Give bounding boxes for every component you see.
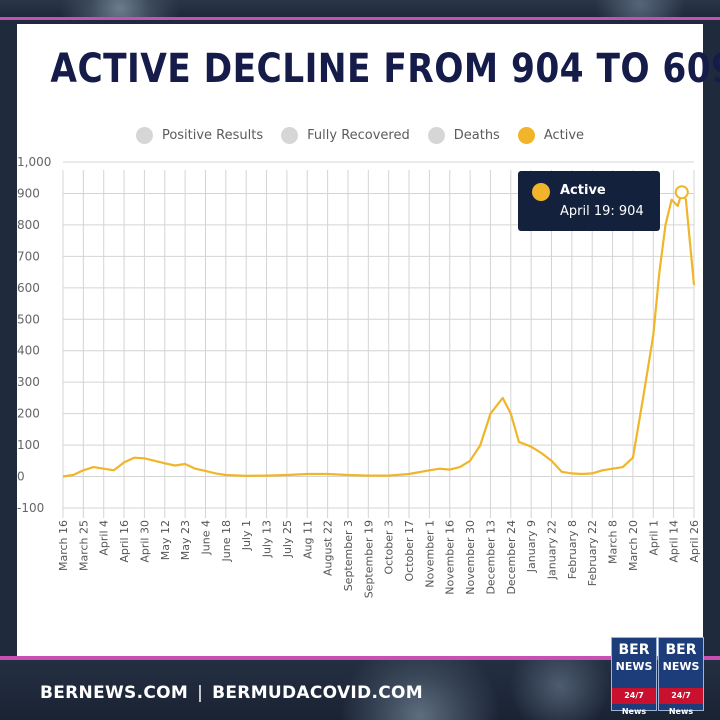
chart-legend: Positive Results Fully Recovered Deaths … [0, 127, 720, 144]
logo-line2: NEWS [615, 660, 653, 673]
bernews-logo: BER NEWS 24/7 News [658, 637, 704, 716]
bottom-banner [0, 656, 720, 720]
x-tick-label: April 30 [138, 520, 151, 563]
series-line-active [62, 191, 696, 478]
bernews-logo: BER NEWS 24/7 News [611, 637, 657, 716]
legend-label: Positive Results [161, 128, 264, 143]
x-tick-label: November 16 [444, 520, 457, 595]
x-tick-label: December 13 [484, 520, 497, 595]
x-tick-label: May 12 [159, 520, 172, 560]
y-tick-label: 800 [17, 218, 40, 232]
x-tick-label: March 25 [77, 520, 90, 571]
x-tick-label: May 23 [179, 520, 192, 560]
x-tick-label: March 8 [607, 520, 620, 564]
x-tick-label: September 19 [362, 520, 375, 598]
x-tick-label: October 17 [403, 520, 416, 582]
x-tick-label: April 14 [668, 520, 681, 563]
x-tick-label: April 16 [118, 520, 131, 563]
x-tick-label: July 25 [281, 520, 294, 558]
page-title: ACTIVE DECLINE FROM 904 TO 609 [50, 46, 720, 92]
y-tick-label: -100 [17, 501, 44, 515]
legend-item-deaths[interactable]: Deaths [427, 127, 500, 144]
x-tick-label: August 22 [322, 520, 335, 576]
x-tick-label: October 3 [383, 520, 396, 575]
chart-tooltip: Active April 19: 904 [518, 171, 660, 231]
logo-line1: BER [665, 642, 697, 658]
footer-separator: | [197, 683, 204, 703]
chart-panel [17, 24, 703, 656]
y-tick-label: 300 [17, 375, 40, 389]
y-tick-label: 700 [17, 249, 40, 263]
y-tick-label: 200 [17, 407, 40, 421]
x-tick-label: December 24 [505, 520, 518, 595]
x-tick-label: February 22 [586, 520, 599, 586]
x-tick-label: April 1 [647, 520, 660, 556]
legend-item-active[interactable]: Active [517, 127, 585, 144]
y-tick-label: 100 [17, 438, 40, 452]
logo-tagline: 24/7 News [659, 688, 703, 716]
x-tick-label: April 4 [98, 520, 111, 556]
x-tick-label: January 9 [525, 520, 538, 573]
tooltip-value: April 19: 904 [560, 204, 644, 219]
x-tick-label: July 13 [261, 520, 274, 558]
legend-label: Deaths [453, 128, 500, 143]
tooltip-series-name: Active [560, 183, 606, 198]
x-tick-label: Aug 11 [301, 520, 314, 559]
legend-dot [517, 127, 535, 144]
footer-site-bernews[interactable]: BERNEWS.COM [40, 683, 189, 703]
y-tick-label: 1,000 [17, 155, 51, 169]
highlight-point [674, 185, 689, 200]
legend-dot [135, 127, 153, 144]
logo-tagline: 24/7 News [612, 688, 656, 716]
x-tick-label: March 16 [57, 520, 70, 571]
y-tick-label: 0 [17, 470, 25, 484]
legend-label: Fully Recovered [307, 128, 410, 143]
legend-item-positive-results[interactable]: Positive Results [135, 127, 264, 144]
x-tick-label: January 22 [546, 520, 559, 580]
x-tick-label: June 4 [199, 520, 212, 555]
footer-site-bermudacovid[interactable]: BERMUDACOVID.COM [212, 683, 423, 703]
x-tick-label: April 26 [688, 520, 701, 563]
y-tick-label: 500 [17, 312, 40, 326]
y-tick-label: 400 [17, 344, 40, 358]
logo-line2: NEWS [662, 660, 700, 673]
logo-line1: BER [618, 642, 650, 658]
x-tick-label: November 1 [423, 520, 436, 588]
legend-item-fully-recovered[interactable]: Fully Recovered [281, 127, 410, 144]
tooltip-series-dot [532, 183, 550, 201]
legend-label: Active [543, 128, 585, 143]
x-tick-label: September 3 [342, 520, 355, 591]
x-tick-label: February 8 [566, 520, 579, 579]
x-tick-label: March 20 [627, 520, 640, 571]
legend-dot [281, 127, 299, 144]
x-tick-label: July 1 [240, 520, 253, 551]
top-banner [0, 0, 720, 20]
x-tick-label: November 30 [464, 520, 477, 595]
y-tick-label: 600 [17, 281, 40, 295]
legend-dot [427, 127, 445, 144]
footer-sites: BERNEWS.COM | BERMUDACOVID.COM [40, 683, 423, 703]
y-tick-label: 900 [17, 186, 40, 200]
x-tick-label: June 18 [220, 520, 233, 562]
